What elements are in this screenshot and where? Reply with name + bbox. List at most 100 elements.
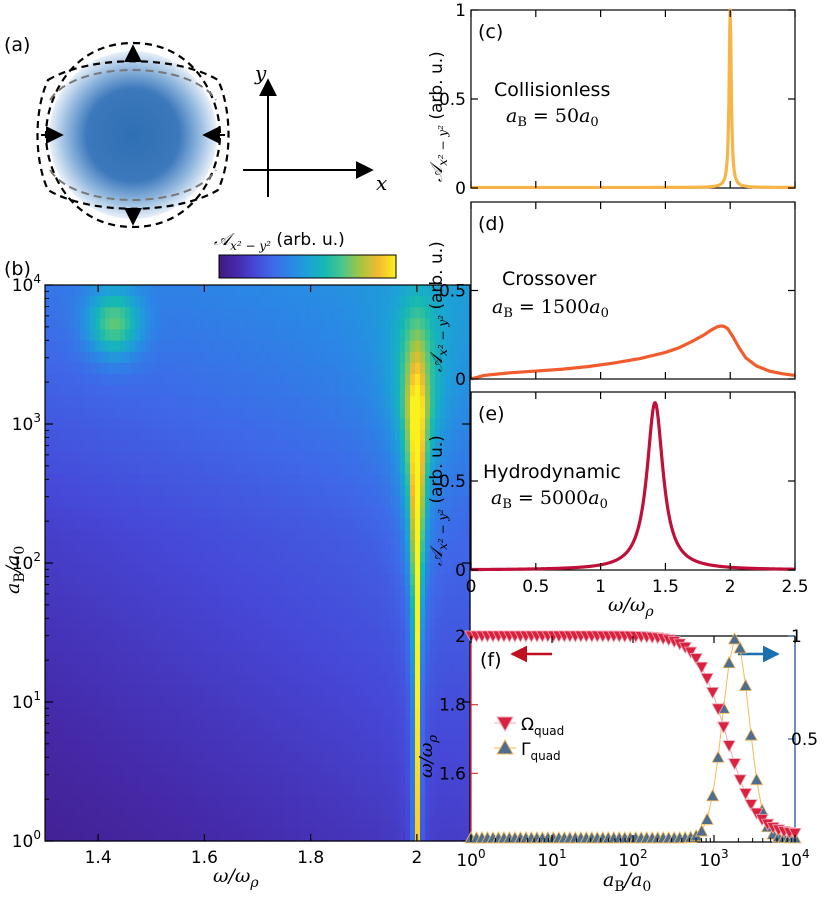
heatmap-cell <box>95 451 101 464</box>
heatmap-cell <box>385 774 391 786</box>
heatmap-cell <box>255 362 261 375</box>
heatmap-cell <box>130 296 136 308</box>
heatmap-cell <box>110 774 116 786</box>
heatmap-cell <box>190 618 196 631</box>
heatmap-cell <box>65 418 71 431</box>
heatmap-cell <box>425 318 431 331</box>
heatmap-cell <box>375 373 381 386</box>
heatmap-cell <box>230 629 236 642</box>
heatmap-cell <box>95 596 101 609</box>
heatmap-cell <box>340 796 346 809</box>
heatmap-cell <box>210 429 216 442</box>
heatmap-cell <box>320 629 326 642</box>
heatmap-cell <box>450 663 456 675</box>
heatmap-cell <box>440 752 446 764</box>
heatmap-cell <box>400 640 406 653</box>
heatmap-cell <box>95 763 101 775</box>
heatmap-cell <box>95 740 101 753</box>
heatmap-cell <box>135 740 141 753</box>
heatmap-cell <box>135 462 141 475</box>
heatmap-cell <box>210 629 216 642</box>
heatmap-cell <box>305 385 311 397</box>
heatmap-cell <box>205 385 211 397</box>
heatmap-cell <box>170 385 176 397</box>
heatmap-cell <box>430 718 436 731</box>
heatmap-cell <box>455 829 461 842</box>
heatmap-cell <box>230 474 236 486</box>
heatmap-cell <box>370 674 376 686</box>
heatmap-cell <box>360 362 366 375</box>
heatmap-cell <box>365 607 371 620</box>
heatmap-cell <box>90 296 96 308</box>
heatmap-cell <box>285 507 291 520</box>
heatmap-cell <box>50 296 56 308</box>
heatmap-cell <box>195 796 201 809</box>
heatmap-cell <box>415 429 421 442</box>
heatmap-cell <box>455 507 461 520</box>
heatmap-cell <box>160 329 166 342</box>
heatmap-cell <box>280 785 286 798</box>
panel-label-b: (b) <box>4 258 31 280</box>
heatmap-cell <box>430 585 436 597</box>
heatmap-cell <box>390 318 396 331</box>
heatmap-cell <box>435 618 441 631</box>
heatmap-cell <box>400 774 406 786</box>
heatmap-cell <box>335 640 341 653</box>
heatmap-cell <box>185 563 191 575</box>
heatmap-cell <box>235 729 241 742</box>
heatmap-cell <box>70 396 76 408</box>
heatmap-cell <box>50 318 56 331</box>
heatmap-cell <box>95 351 101 364</box>
heatmap-cell <box>125 429 131 442</box>
heatmap-cell <box>130 674 136 686</box>
heatmap-cell <box>180 807 186 820</box>
heatmap-cell <box>65 629 71 642</box>
heatmap-cell <box>180 440 186 453</box>
heatmap-cell <box>365 829 371 842</box>
heatmap-cell <box>425 574 431 586</box>
heatmap-cell <box>420 440 426 453</box>
deformation-arrows <box>41 44 225 226</box>
heatmap-cell <box>135 418 141 431</box>
heatmap-cell <box>385 418 391 431</box>
heatmap-cell <box>265 807 271 820</box>
heatmap-cell <box>370 640 376 653</box>
heatmap-cell <box>110 351 116 364</box>
heatmap-cell <box>405 407 411 420</box>
heatmap-cell <box>190 674 196 686</box>
heatmap-cell <box>330 329 336 342</box>
heatmap-cell <box>250 462 256 475</box>
heatmap-cell <box>360 551 366 564</box>
heatmap-cell <box>390 685 396 698</box>
heatmap-cell <box>160 674 166 686</box>
heatmap-cell <box>185 507 191 520</box>
heatmap-cell <box>445 540 451 553</box>
heatmap-cell <box>385 752 391 764</box>
heatmap-cell <box>250 696 256 709</box>
heatmap-cell <box>300 752 306 764</box>
heatmap-cell <box>405 796 411 809</box>
heatmap-cell <box>360 807 366 820</box>
heatmap-cell <box>385 296 391 308</box>
heatmap-cell <box>380 763 386 775</box>
heatmap-cell <box>215 507 221 520</box>
heatmap-cell <box>420 618 426 631</box>
heatmap-cell <box>380 718 386 731</box>
heatmap-cell <box>85 663 91 675</box>
heatmap-cell <box>430 740 436 753</box>
heatmap-cell <box>325 740 331 753</box>
heatmap-cell <box>340 485 346 497</box>
heatmap-cell <box>65 462 71 475</box>
heatmap-cell <box>225 496 231 508</box>
gamma-point <box>694 824 709 837</box>
heatmap-cell <box>465 818 471 831</box>
heatmap-cell <box>230 696 236 709</box>
heatmap-cell <box>165 529 171 542</box>
heatmap-cell <box>215 729 221 742</box>
heatmap-cell <box>95 396 101 408</box>
heatmap-cell <box>320 551 326 564</box>
heatmap-cell <box>460 307 466 319</box>
heatmap-cell <box>380 407 386 420</box>
heatmap-cell <box>420 629 426 642</box>
heatmap-cell <box>95 307 101 319</box>
